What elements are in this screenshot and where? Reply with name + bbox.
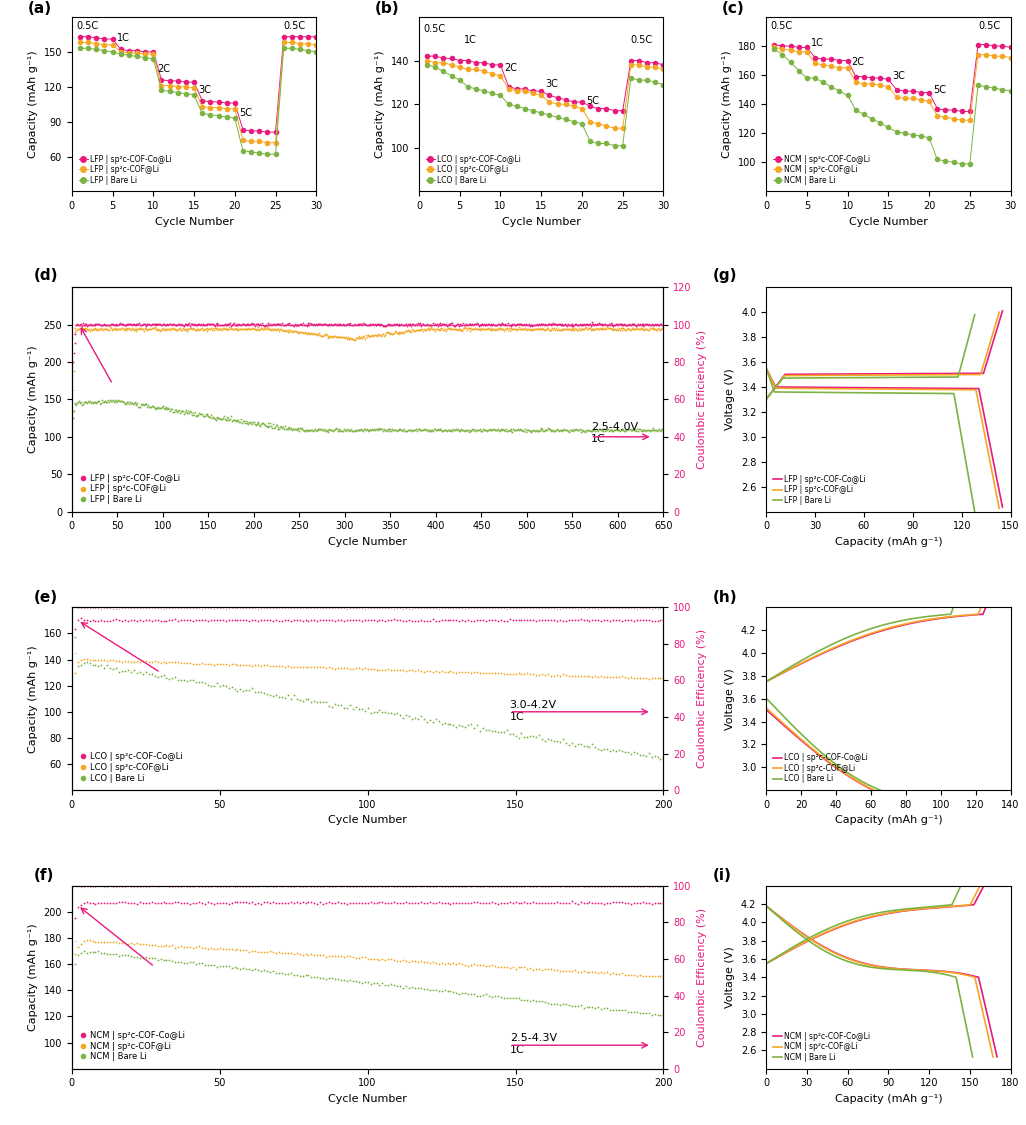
Legend: LCO | sp²c-COF-Co@Li, LCO | sp²c-COF@Li, LCO | Bare Li: LCO | sp²c-COF-Co@Li, LCO | sp²c-COF@Li,… bbox=[76, 749, 186, 786]
Text: 5C: 5C bbox=[586, 96, 599, 106]
Text: 0.5C: 0.5C bbox=[423, 24, 445, 34]
X-axis label: Capacity (mAh g⁻¹): Capacity (mAh g⁻¹) bbox=[834, 1094, 942, 1104]
Y-axis label: Capacity (mAh g⁻¹): Capacity (mAh g⁻¹) bbox=[376, 51, 385, 158]
Text: 3C: 3C bbox=[545, 79, 558, 89]
Legend: LCO | sp²c-COF-Co@Li, LCO | sp²c-COF@Li, LCO | Bare Li: LCO | sp²c-COF-Co@Li, LCO | sp²c-COF@Li,… bbox=[423, 152, 524, 188]
Text: (a): (a) bbox=[28, 1, 52, 17]
Text: 1C: 1C bbox=[464, 35, 477, 45]
Text: 1C: 1C bbox=[117, 34, 129, 44]
Text: 0.5C: 0.5C bbox=[76, 20, 98, 30]
Y-axis label: Coulombic Efficiency (%): Coulombic Efficiency (%) bbox=[697, 908, 707, 1047]
Legend: LFP | sp²c-COF-Co@Li, LFP | sp²c-COF@Li, LFP | Bare Li: LFP | sp²c-COF-Co@Li, LFP | sp²c-COF@Li,… bbox=[770, 471, 869, 507]
Legend: LFP | sp²c-COF-Co@Li, LFP | sp²c-COF@Li, LFP | Bare Li: LFP | sp²c-COF-Co@Li, LFP | sp²c-COF@Li,… bbox=[76, 470, 184, 507]
X-axis label: Capacity (mAh g⁻¹): Capacity (mAh g⁻¹) bbox=[834, 537, 942, 547]
Text: 3C: 3C bbox=[893, 72, 905, 81]
Text: 5C: 5C bbox=[934, 84, 946, 95]
Text: (d): (d) bbox=[34, 269, 57, 284]
Legend: NCM | sp²c-COF-Co@Li, NCM | sp²c-COF@Li, NCM | Bare Li: NCM | sp²c-COF-Co@Li, NCM | sp²c-COF@Li,… bbox=[770, 152, 874, 188]
Legend: LFP | sp²c-COF-Co@Li, LFP | sp²c-COF@Li, LFP | Bare Li: LFP | sp²c-COF-Co@Li, LFP | sp²c-COF@Li,… bbox=[76, 152, 175, 188]
Legend: NCM | sp²c-COF-Co@Li, NCM | sp²c-COF@Li, NCM | Bare Li: NCM | sp²c-COF-Co@Li, NCM | sp²c-COF@Li,… bbox=[76, 1027, 189, 1064]
Text: 3C: 3C bbox=[198, 84, 211, 95]
Text: 2C: 2C bbox=[852, 57, 865, 66]
Text: 3.0-4.2V
1C: 3.0-4.2V 1C bbox=[510, 700, 557, 721]
X-axis label: Cycle Number: Cycle Number bbox=[155, 217, 234, 227]
Text: 2C: 2C bbox=[157, 64, 170, 73]
Y-axis label: Voltage (V): Voltage (V) bbox=[725, 946, 736, 1008]
X-axis label: Capacity (mAh g⁻¹): Capacity (mAh g⁻¹) bbox=[834, 816, 942, 826]
Text: (h): (h) bbox=[712, 590, 737, 605]
Text: (c): (c) bbox=[722, 1, 745, 17]
Y-axis label: Capacity (mAh g⁻¹): Capacity (mAh g⁻¹) bbox=[28, 645, 38, 753]
Y-axis label: Voltage (V): Voltage (V) bbox=[725, 369, 736, 430]
Legend: LCO | sp²c-COF-Co@Li, LCO | sp²c-COF@Li, LCO | Bare Li: LCO | sp²c-COF-Co@Li, LCO | sp²c-COF@Li,… bbox=[770, 750, 871, 786]
Text: 5C: 5C bbox=[239, 108, 251, 118]
Y-axis label: Coulombic Efficiency (%): Coulombic Efficiency (%) bbox=[697, 629, 707, 768]
Legend: NCM | sp²c-COF-Co@Li, NCM | sp²c-COF@Li, NCM | Bare Li: NCM | sp²c-COF-Co@Li, NCM | sp²c-COF@Li,… bbox=[770, 1028, 874, 1065]
Y-axis label: Capacity (mAh g⁻¹): Capacity (mAh g⁻¹) bbox=[28, 51, 38, 158]
Text: (i): (i) bbox=[712, 868, 732, 883]
Text: 0.5C: 0.5C bbox=[978, 20, 1000, 30]
Text: (b): (b) bbox=[374, 1, 399, 17]
Y-axis label: Capacity (mAh g⁻¹): Capacity (mAh g⁻¹) bbox=[28, 924, 38, 1032]
Y-axis label: Voltage (V): Voltage (V) bbox=[725, 668, 736, 730]
X-axis label: Cycle Number: Cycle Number bbox=[328, 537, 407, 547]
X-axis label: Cycle Number: Cycle Number bbox=[328, 816, 407, 826]
X-axis label: Cycle Number: Cycle Number bbox=[502, 217, 581, 227]
Text: 2.5-4.3V
1C: 2.5-4.3V 1C bbox=[510, 1034, 557, 1055]
Text: 1C: 1C bbox=[811, 38, 824, 48]
Y-axis label: Coulombic Efficiency (%): Coulombic Efficiency (%) bbox=[698, 330, 707, 469]
Text: (f): (f) bbox=[34, 868, 53, 883]
Text: 0.5C: 0.5C bbox=[284, 20, 306, 30]
X-axis label: Cycle Number: Cycle Number bbox=[849, 217, 928, 227]
Text: (e): (e) bbox=[34, 590, 57, 605]
Text: (g): (g) bbox=[712, 269, 737, 284]
Y-axis label: Capacity (mAh g⁻¹): Capacity (mAh g⁻¹) bbox=[28, 345, 38, 453]
X-axis label: Cycle Number: Cycle Number bbox=[328, 1094, 407, 1104]
Text: 0.5C: 0.5C bbox=[631, 35, 653, 45]
Y-axis label: Capacity (mAh g⁻¹): Capacity (mAh g⁻¹) bbox=[722, 51, 733, 158]
Text: 0.5C: 0.5C bbox=[771, 20, 792, 30]
Text: 2.5-4.0V
1C: 2.5-4.0V 1C bbox=[591, 422, 638, 444]
Text: 2C: 2C bbox=[505, 63, 517, 73]
